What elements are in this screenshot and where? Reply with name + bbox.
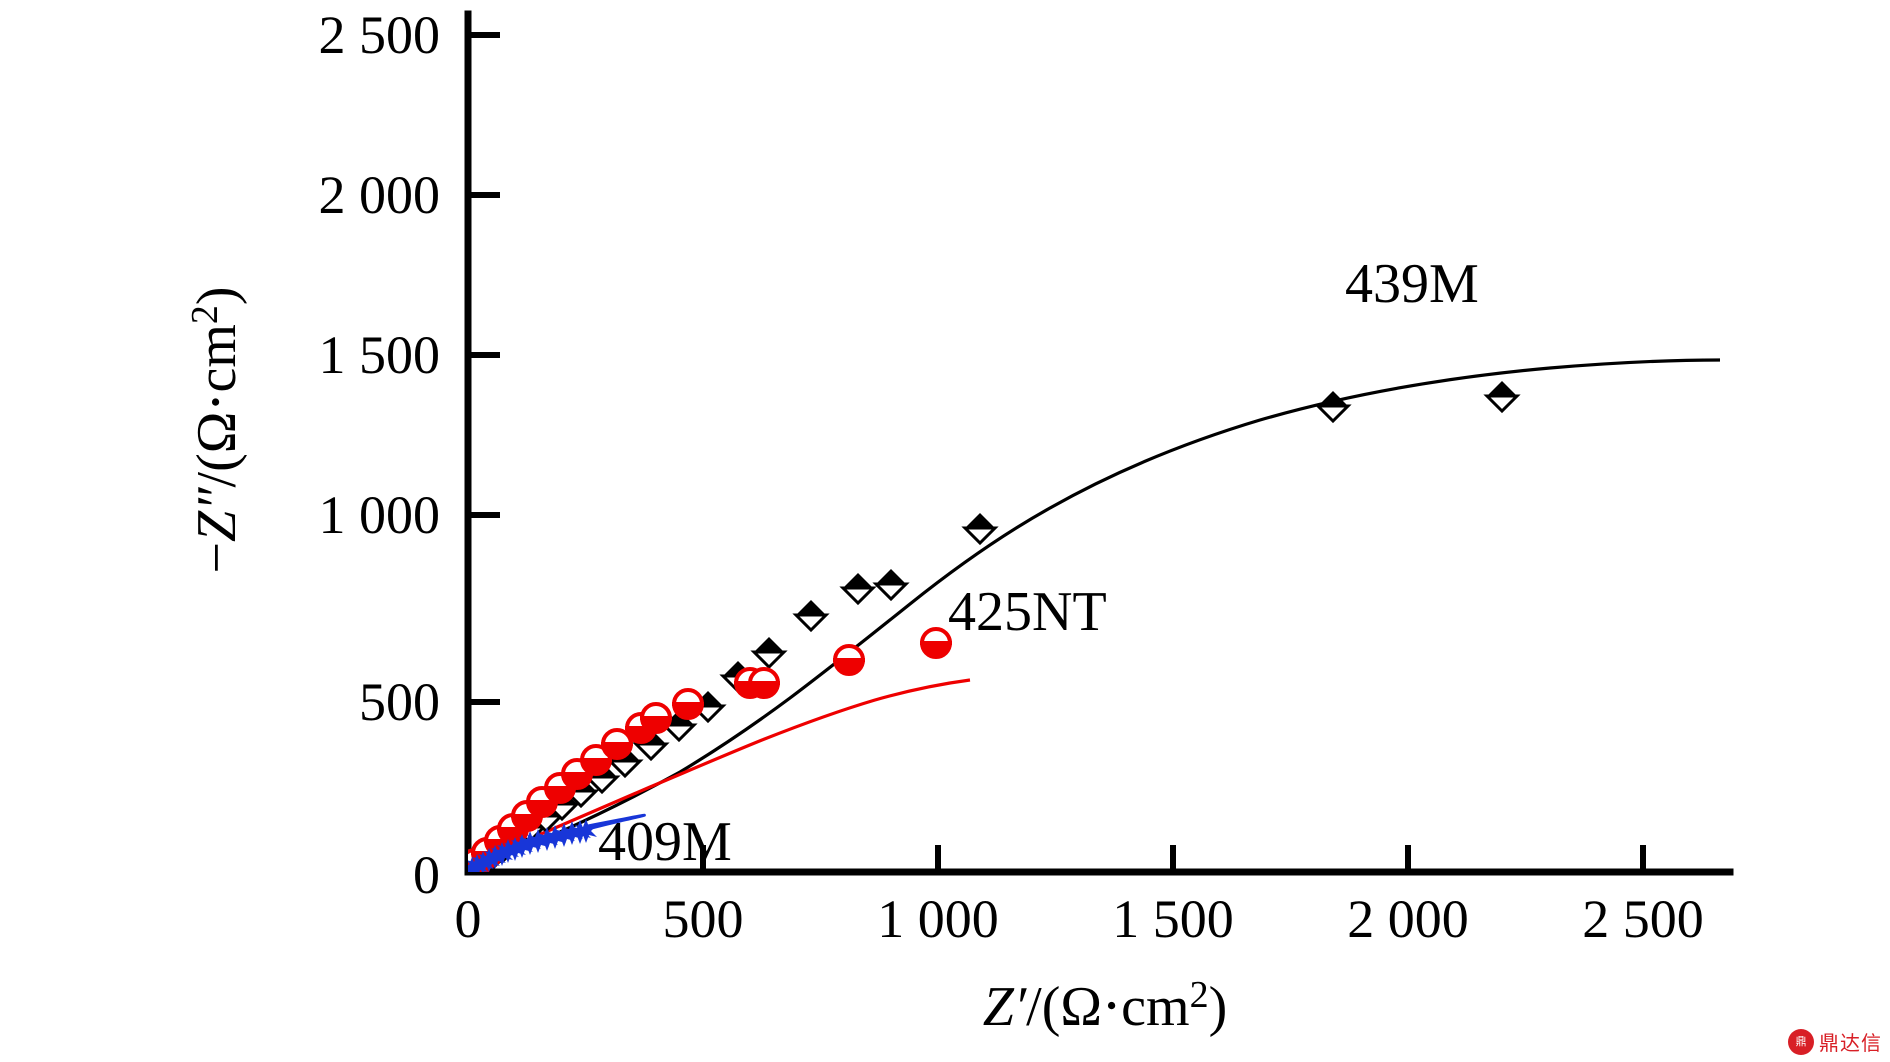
data-layer — [468, 358, 1721, 872]
y-axis-title-group: −Z″/(Ω⋅cm2) — [184, 286, 248, 573]
x-axis-ticks — [700, 845, 1646, 872]
y-tick-labels: 2 500 2 000 1 500 1 000 500 0 — [319, 5, 441, 905]
x-tick-label-2500: 2 500 — [1582, 889, 1704, 949]
y-tick-label-2500: 2 500 — [319, 5, 441, 65]
y-tick-label-2000: 2 000 — [319, 165, 441, 225]
x-tick-label-0: 0 — [455, 889, 482, 949]
y-axis-title: −Z″/(Ω⋅cm2) — [184, 286, 248, 573]
y-tick-label-0: 0 — [413, 845, 440, 905]
x-tick-label-500: 500 — [663, 889, 744, 949]
x-tick-label-1500: 1 500 — [1112, 889, 1234, 949]
y-tick-label-1500: 1 500 — [319, 325, 441, 385]
x-tick-label-1000: 1 000 — [877, 889, 999, 949]
watermark-badge-icon: 鼎 — [1788, 1028, 1814, 1055]
x-tick-labels: 0 500 1 000 1 500 2 000 2 500 — [455, 889, 1704, 949]
axes-group — [464, 10, 1734, 876]
series-annotation-425nt: 425NT — [948, 581, 1107, 643]
y-tick-label-1000: 1 000 — [319, 485, 441, 545]
y-axis-ticks — [468, 32, 500, 705]
y-tick-label-500: 500 — [359, 672, 440, 732]
watermark-text: 鼎达信 — [1819, 1033, 1882, 1055]
watermark: 鼎 鼎达信 — [1788, 1027, 1882, 1056]
fit-line-439m — [471, 358, 1721, 870]
x-axis-title: Z′/(Ω⋅cm2) — [983, 974, 1227, 1038]
series-annotation-409m: 409M — [598, 811, 732, 873]
x-tick-label-2000: 2 000 — [1347, 889, 1469, 949]
series-annotation-439m: 439M — [1345, 253, 1479, 315]
